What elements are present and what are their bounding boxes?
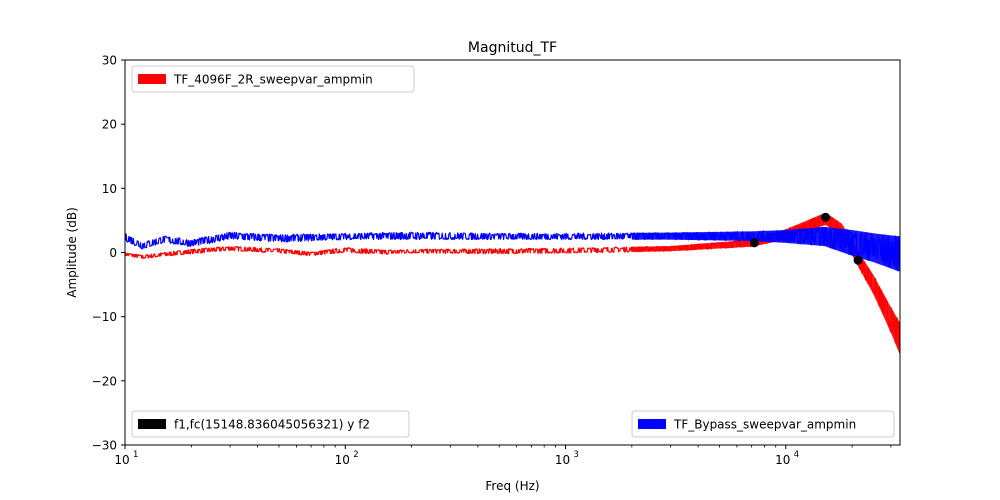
y-tick-label: 20 [102,118,117,132]
legend-cutoff-markers: f1,fc(15148.836045056321) y f2 [131,410,410,438]
x-tick-label: 10 [555,453,570,467]
legend-label: TF_4096F_2R_sweepvar_ampmin [173,73,373,87]
x-tick-label: 10 [114,453,129,467]
legend-label: TF_Bypass_sweepvar_ampmin [673,418,856,432]
legend-swatch [638,419,666,429]
x-tick-label: 10 [335,453,350,467]
marker-point-1 [749,238,759,248]
plot-area [125,212,900,356]
series-cutoff-markers [749,212,863,265]
x-axis-label: Freq (Hz) [485,479,539,493]
x-tick-exponent: 1 [133,450,138,460]
y-tick-label: 30 [102,54,117,68]
x-tick-exponent: 4 [794,450,799,460]
marker-point-3 [853,255,863,265]
y-tick-label: 10 [102,182,117,196]
y-tick-label: −20 [92,374,117,388]
legend-tf-bypass: TF_Bypass_sweepvar_ampmin [631,410,895,438]
legend-box [131,410,410,438]
y-axis-label: Amplitude (dB) [65,207,79,298]
x-tick-exponent: 2 [353,450,358,460]
x-tick-exponent: 3 [574,450,579,460]
legend-swatch [138,74,166,84]
y-tick-label: 0 [109,246,117,260]
legend-tf-4096f: TF_4096F_2R_sweepvar_ampmin [131,65,415,93]
legend-swatch [138,419,166,429]
legend-label: f1,fc(15148.836045056321) y f2 [174,418,370,432]
series-tf-bypass [125,226,900,272]
legend-box [631,410,895,438]
marker-point-2 [821,212,831,222]
series-band [631,226,900,272]
chart-title: Magnitud_TF [468,40,557,56]
y-tick-label: −30 [92,439,117,453]
legends: TF_4096F_2R_sweepvar_ampmin f1,fc(15148.8… [131,65,895,438]
x-tick-label: 10 [775,453,790,467]
legend-box [131,65,415,93]
y-tick-label: −10 [92,310,117,324]
series-band [631,212,900,356]
